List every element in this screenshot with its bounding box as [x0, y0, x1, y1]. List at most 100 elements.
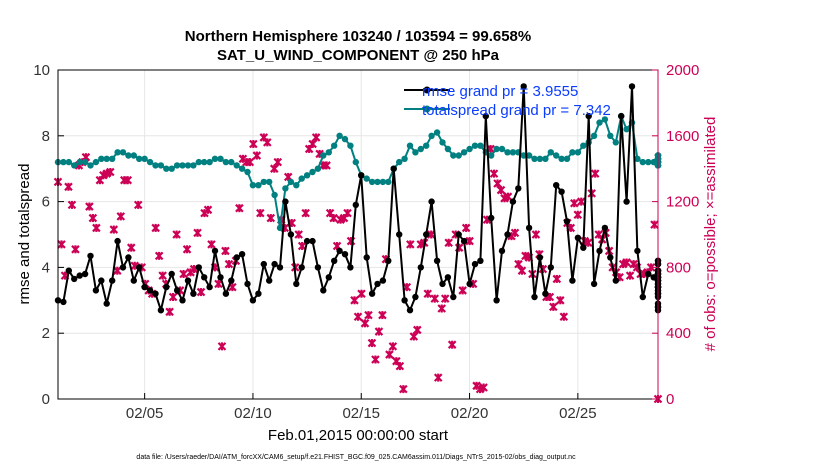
obs-assimilated-marker: [510, 228, 520, 238]
totalspread-point: [282, 185, 289, 192]
left-tick-label: 4: [42, 259, 50, 276]
rmse-point: [276, 264, 284, 271]
rmse-point: [385, 257, 392, 264]
rmse-point: [92, 287, 100, 294]
obs-assimilated-marker: [109, 225, 119, 234]
rmse-point: [509, 198, 517, 205]
obs-assimilated-marker: [423, 289, 433, 298]
totalspread-point: [509, 149, 517, 156]
totalspread-point: [109, 155, 116, 162]
obs-assimilated-marker: [168, 292, 178, 302]
rmse-point: [163, 283, 170, 291]
obs-assimilated-marker: [217, 342, 227, 351]
obs-assimilated-marker: [413, 325, 422, 335]
rmse-point: [233, 254, 240, 261]
totalspread-point: [114, 149, 121, 156]
rmse-point: [217, 274, 224, 281]
rmse-point: [271, 260, 278, 268]
rmse-point: [103, 300, 110, 307]
rmse-point: [520, 83, 527, 90]
obs-assimilated-marker: [113, 266, 122, 275]
obs-assimilated-marker: [360, 319, 370, 328]
rmse-point: [303, 237, 311, 245]
rmse-point: [190, 290, 197, 297]
obs-assimilated-marker: [214, 279, 223, 289]
rmse-point: [585, 112, 592, 120]
totalspread-point: [504, 149, 511, 156]
totalspread-point: [542, 155, 549, 162]
totalspread-point: [580, 142, 587, 149]
totalspread-point: [477, 142, 484, 149]
obs-assimilated-marker: [496, 185, 506, 195]
rmse-point: [423, 231, 430, 238]
rmse-point: [379, 277, 387, 284]
obs-assimilated-marker: [123, 175, 133, 185]
rmse-point: [493, 297, 500, 304]
right-tick-label: 800: [666, 259, 691, 276]
obs-assimilated-marker: [479, 383, 488, 392]
rmse-point: [623, 198, 630, 205]
rmse-point: [363, 254, 370, 261]
obs-assimilated-marker: [625, 271, 635, 280]
obs-assimilated-marker: [514, 259, 523, 269]
obs-assimilated-marker: [88, 213, 98, 223]
obs-assimilated-marker: [151, 223, 160, 233]
obs-assimilated-marker: [329, 213, 338, 223]
rmse-point: [114, 237, 121, 245]
rmse-point: [206, 283, 213, 291]
totalspread-point: [455, 152, 462, 159]
totalspread-point: [287, 178, 295, 186]
obs-assimilated-marker: [444, 238, 453, 248]
obs-assimilated-marker: [395, 361, 405, 371]
obs-assimilated-marker: [235, 203, 244, 213]
obs-assimilated-marker: [249, 139, 258, 149]
obs-assimilated-marker: [367, 338, 377, 348]
totalspread-point: [460, 149, 468, 156]
rmse-point: [238, 251, 246, 258]
totalspread-point: [119, 149, 127, 156]
rmse-point: [358, 172, 365, 179]
right-axis-label: # of obs: o=possible; ×=assimilated: [702, 117, 719, 352]
totalspread-point: [201, 158, 208, 166]
totalspread-point: [87, 162, 94, 169]
obs-assimilated-marker: [256, 208, 265, 218]
totalspread-point: [433, 129, 441, 136]
totalspread-point: [347, 142, 354, 149]
left-axis-ticks: 0 2 4 6 8 10: [33, 62, 64, 408]
obs-assimilated-marker: [364, 310, 373, 320]
totalspread-point: [547, 149, 554, 156]
totalspread-point: [423, 142, 430, 149]
rmse-point: [628, 83, 636, 90]
rmse-point: [60, 298, 67, 306]
rmse-point: [406, 307, 414, 314]
rmse-point: [569, 277, 576, 284]
rmse-point: [65, 267, 73, 274]
obs-assimilated-marker: [531, 230, 541, 239]
totalspread-point: [336, 132, 343, 139]
totalspread-point: [266, 178, 273, 186]
totalspread-point: [190, 162, 197, 169]
rmse-point: [76, 272, 83, 279]
rmse-point: [125, 254, 132, 261]
x-axis-ticks: 02/05 02/10 02/15 02/20 02/25: [126, 393, 597, 422]
totalspread-point: [396, 158, 403, 166]
left-tick-label: 10: [33, 62, 50, 79]
rmse-point: [634, 247, 641, 255]
rmse-point: [482, 112, 489, 120]
x-tick-label: 02/15: [342, 405, 380, 422]
totalspread-point: [634, 155, 641, 162]
rmse-point: [293, 280, 300, 288]
rmse-point: [601, 224, 609, 232]
rmse-point: [228, 277, 235, 284]
totalspread-point: [211, 155, 219, 162]
rmse-point: [612, 277, 619, 284]
x-axis-label: Feb.01,2015 00:00:00 start: [268, 427, 449, 444]
obs-assimilated-marker: [273, 157, 283, 167]
totalspread-point: [525, 152, 533, 159]
rmse-point: [298, 264, 305, 271]
rmse-point: [201, 274, 208, 281]
obs-assimilated-marker: [399, 384, 408, 394]
obs-assimilated-marker: [133, 200, 143, 210]
rmse-point: [255, 290, 262, 297]
